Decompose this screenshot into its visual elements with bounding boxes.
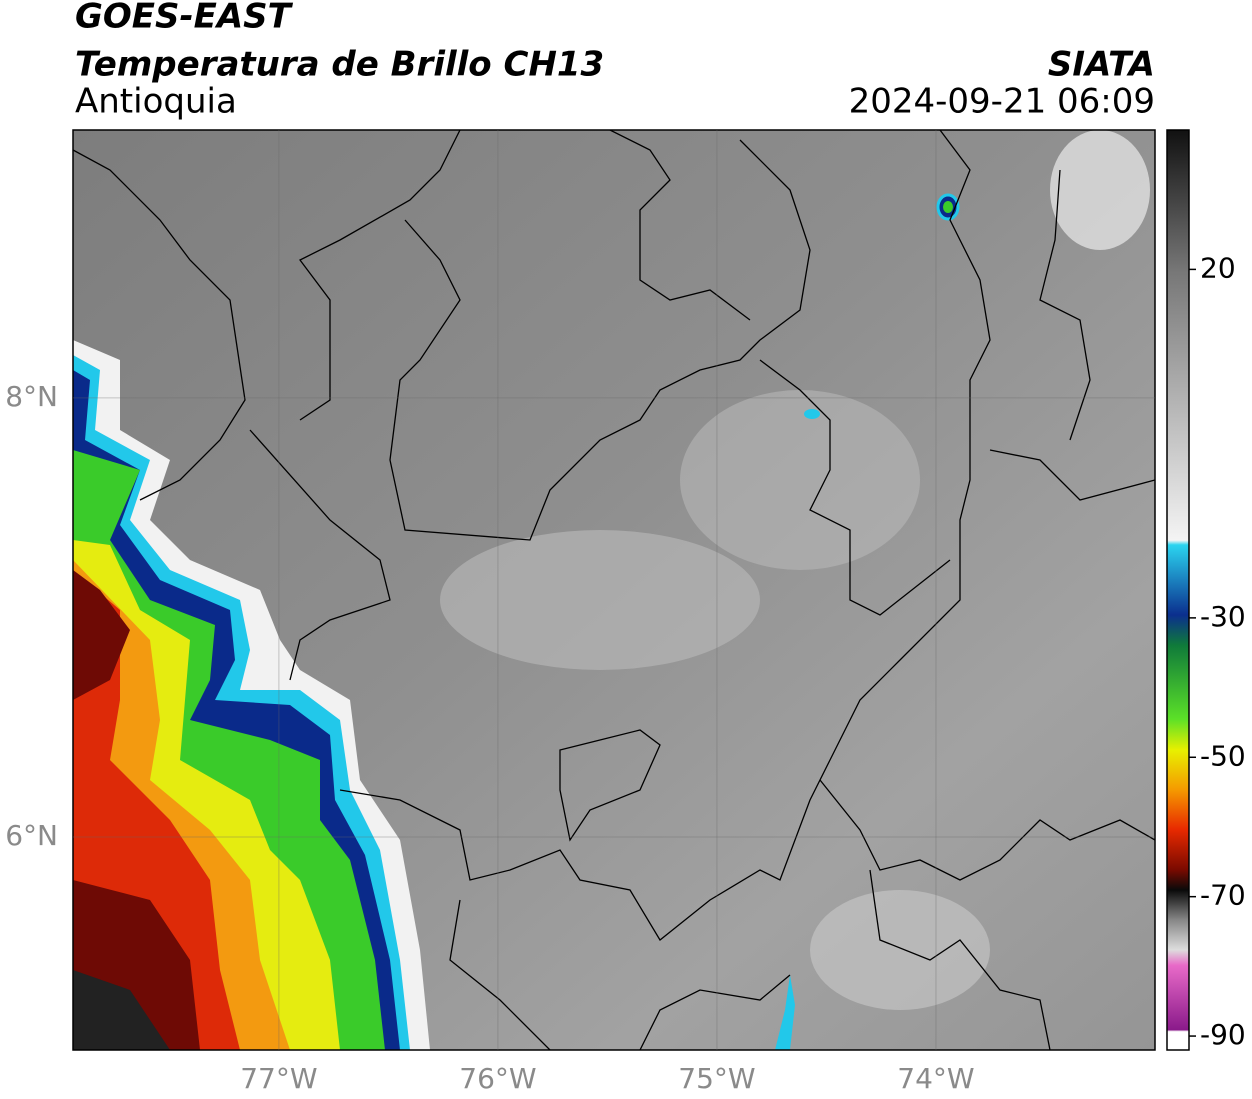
x-tick-label: 74°W — [897, 1062, 974, 1095]
y-tick-label: 8°N — [5, 380, 58, 413]
datetime: 2024-09-21 06:09 — [849, 82, 1155, 122]
colorbar-tick-label: -90 — [1200, 1018, 1246, 1051]
source: SIATA — [1048, 45, 1155, 85]
x-tick-label: 75°W — [678, 1062, 755, 1095]
subtitle: Temperatura de Brillo CH13 — [75, 45, 604, 85]
region: Antioquia — [75, 82, 237, 122]
colorbar — [1166, 129, 1190, 1051]
title: GOES-EAST — [75, 0, 294, 37]
colorbar-tick-label: -70 — [1200, 879, 1246, 912]
colorbar-tick-label: 20 — [1200, 251, 1236, 284]
colorbar-tick-label: -50 — [1200, 739, 1246, 772]
colorbar-tick-label: -30 — [1200, 600, 1246, 633]
map-frame — [72, 129, 1156, 1051]
x-tick-label: 76°W — [459, 1062, 536, 1095]
y-tick-label: 6°N — [5, 819, 58, 852]
map-image — [73, 130, 1155, 1050]
x-tick-label: 77°W — [240, 1062, 317, 1095]
